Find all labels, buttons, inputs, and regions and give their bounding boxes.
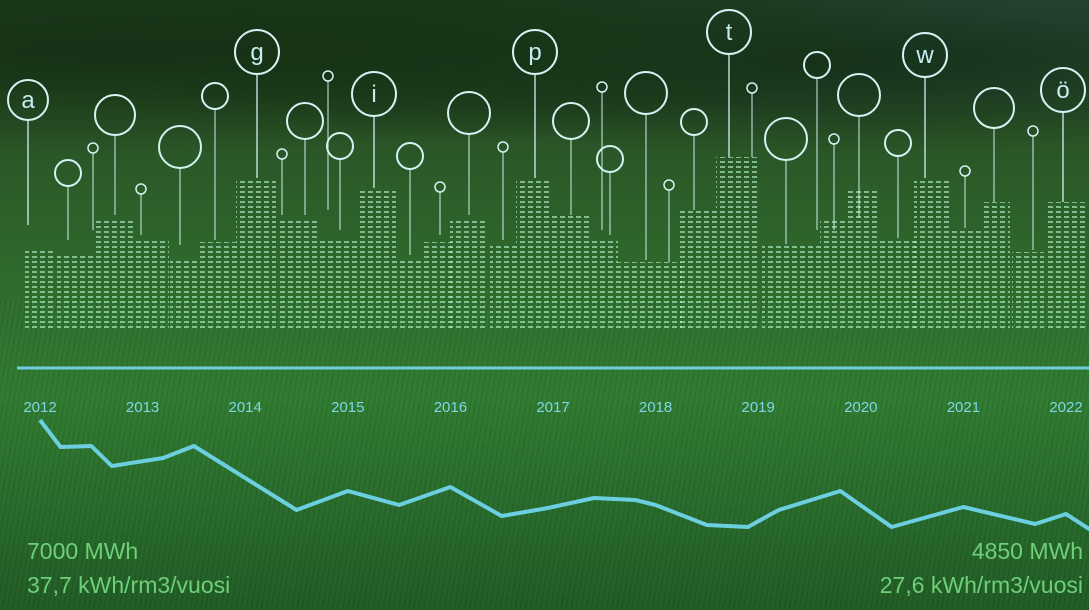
building-18 bbox=[618, 262, 682, 330]
trend-line bbox=[38, 418, 1089, 532]
pin-small-14 bbox=[497, 141, 509, 240]
x-tick-label-2013: 2013 bbox=[126, 399, 159, 416]
x-tick-label-2021: 2021 bbox=[947, 399, 980, 416]
building-3 bbox=[95, 220, 133, 330]
end-energy-label: 4850 MWh bbox=[971, 538, 1083, 564]
pin-g: g bbox=[234, 29, 280, 178]
background-trees bbox=[0, 0, 1089, 170]
building-27 bbox=[982, 202, 1010, 330]
start-energy-label: 7000 MWh bbox=[27, 538, 139, 564]
building-23 bbox=[848, 190, 878, 330]
pin-small-6 bbox=[201, 82, 229, 240]
pin-small-4 bbox=[135, 183, 147, 235]
pin-small-26 bbox=[884, 129, 912, 238]
building-20 bbox=[716, 157, 760, 330]
building-21 bbox=[762, 244, 820, 330]
building-16 bbox=[552, 216, 590, 330]
building-24 bbox=[878, 238, 916, 330]
pin-letter-a: a bbox=[21, 87, 35, 114]
pin-letter-p: p bbox=[528, 39, 541, 66]
pin-small-29 bbox=[1027, 125, 1039, 250]
building-2 bbox=[57, 255, 95, 330]
end-intensity-label: 27,6 kWh/rm3/vuosi bbox=[879, 572, 1083, 598]
building-7 bbox=[236, 178, 276, 330]
pin-small-19 bbox=[663, 179, 675, 262]
pin-i: i bbox=[351, 71, 397, 188]
building-25 bbox=[914, 178, 950, 330]
pin-small-2 bbox=[87, 142, 99, 230]
building-26 bbox=[950, 228, 982, 330]
pin-letter-g: g bbox=[250, 39, 263, 66]
building-4 bbox=[133, 238, 169, 330]
pin-small-27 bbox=[959, 165, 971, 228]
building-8 bbox=[278, 218, 318, 330]
skyline bbox=[25, 157, 1086, 330]
pin-small-22 bbox=[764, 117, 808, 244]
pin-small-18 bbox=[624, 71, 668, 260]
pin-letter-i: i bbox=[371, 81, 376, 108]
pin-letter-ö: ö bbox=[1056, 77, 1069, 104]
x-tick-label-2012: 2012 bbox=[23, 399, 56, 416]
building-14 bbox=[490, 246, 516, 330]
pin-small-1 bbox=[54, 159, 82, 240]
x-tick-label-2015: 2015 bbox=[331, 399, 364, 416]
pin-small-24 bbox=[828, 133, 840, 230]
building-1 bbox=[25, 250, 55, 330]
x-tick-label-2019: 2019 bbox=[742, 399, 775, 416]
building-17 bbox=[592, 238, 618, 330]
start-intensity-label: 37,7 kWh/rm3/vuosi bbox=[27, 572, 231, 598]
building-22 bbox=[820, 218, 848, 330]
pin-small-12 bbox=[434, 181, 446, 235]
pin-small-10 bbox=[326, 132, 354, 230]
pin-small-5 bbox=[158, 125, 202, 245]
x-tick-label-2014: 2014 bbox=[229, 399, 262, 416]
pin-small-21 bbox=[746, 82, 758, 157]
building-6 bbox=[198, 242, 236, 330]
x-tick-label-2016: 2016 bbox=[434, 399, 467, 416]
building-12 bbox=[422, 242, 452, 330]
pin-small-28 bbox=[973, 87, 1015, 202]
building-10 bbox=[358, 188, 396, 330]
background-grass bbox=[0, 300, 1089, 610]
building-15 bbox=[516, 178, 552, 330]
pin-small-8 bbox=[286, 102, 324, 215]
building-9 bbox=[320, 240, 358, 330]
building-29 bbox=[1046, 202, 1086, 330]
pin-a: a bbox=[7, 79, 49, 225]
building-28 bbox=[1012, 252, 1044, 330]
pin-letter-w: w bbox=[915, 42, 934, 69]
pin-layer: a g i p t w ö bbox=[7, 9, 1086, 262]
pin-letter-t: t bbox=[726, 19, 733, 46]
building-13 bbox=[450, 218, 488, 330]
x-tick-label-2020: 2020 bbox=[844, 399, 877, 416]
x-tick-label-2017: 2017 bbox=[536, 399, 569, 416]
pin-p: p bbox=[512, 29, 558, 178]
pin-t: t bbox=[706, 9, 752, 157]
pin-small-16 bbox=[596, 81, 608, 230]
building-5 bbox=[170, 260, 198, 330]
pin-small-20 bbox=[680, 108, 708, 210]
pin-small-15 bbox=[552, 102, 590, 215]
pin-small-11 bbox=[396, 142, 424, 255]
pin-small-3 bbox=[94, 94, 136, 215]
building-11 bbox=[396, 260, 422, 330]
pin-ö: ö bbox=[1040, 67, 1086, 202]
pin-w: w bbox=[902, 32, 948, 178]
pin-small-13 bbox=[447, 91, 491, 215]
pin-small-17 bbox=[596, 145, 624, 235]
building-19 bbox=[680, 210, 716, 330]
x-tick-label-2022: 2022 bbox=[1049, 399, 1082, 416]
pin-small-23 bbox=[803, 51, 831, 230]
pin-small-7 bbox=[276, 148, 288, 215]
x-tick-labels: 2012 2013 2014 2015 2016 2017 2018 2019 2020 2021… bbox=[23, 399, 1082, 416]
pin-small-25 bbox=[837, 73, 881, 218]
x-tick-label-2018: 2018 bbox=[639, 399, 672, 416]
